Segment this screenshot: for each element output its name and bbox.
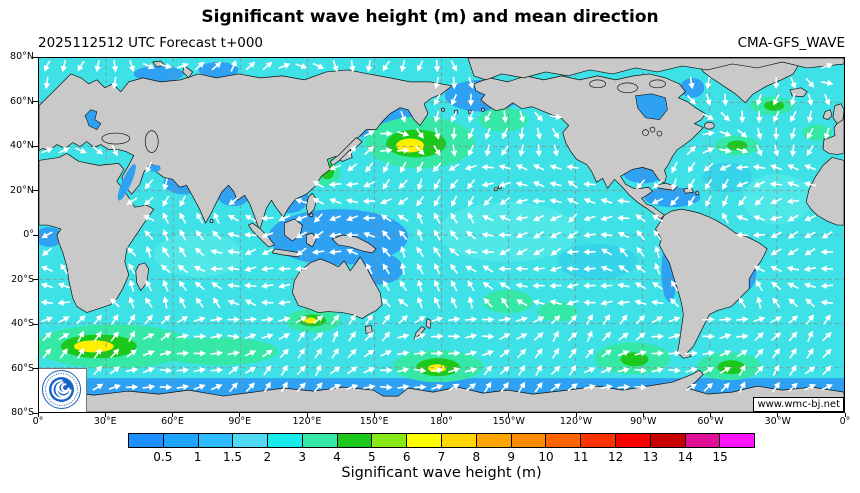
colorbar-segment <box>302 434 338 447</box>
colorbar-tick-label: 8 <box>472 450 481 464</box>
lon-tick-mark <box>104 413 106 417</box>
colorbar-tick-label: 12 <box>608 450 624 464</box>
lat-tick-label: 60°S <box>11 362 34 374</box>
colorbar-segment <box>337 434 373 447</box>
colorbar-segment <box>685 434 721 447</box>
colorbar-tick-label: 5 <box>368 450 376 464</box>
lon-tick-mark <box>239 413 241 417</box>
lon-tick-mark <box>373 413 375 417</box>
lon-tick-label: 180° <box>430 416 453 427</box>
page-title: Significant wave height (m) and mean dir… <box>201 7 659 27</box>
colorbar-tick-label: 7 <box>437 450 446 464</box>
cma-logo <box>39 368 87 412</box>
colorbar-segment <box>615 434 651 447</box>
lat-tick-mark <box>33 412 38 414</box>
colorbar-segment <box>407 434 443 447</box>
wave-direction-arrows <box>40 59 834 393</box>
colorbar-segment <box>476 434 512 447</box>
lon-tick-mark <box>642 413 644 417</box>
lat-tick-mark <box>33 323 38 325</box>
colorbar-segment <box>372 434 408 447</box>
colorbar-segment <box>268 434 303 447</box>
colorbar-tick-label: 9 <box>507 450 515 464</box>
colorbar-segment <box>442 434 477 447</box>
lon-tick-mark <box>710 413 711 417</box>
colorbar-tick-label: 11 <box>573 450 589 464</box>
world-wave-map: www.wmc-bj.net <box>38 57 845 413</box>
lon-tick-label: 90°W <box>630 416 657 427</box>
lon-tick-mark <box>306 413 308 417</box>
lon-tick-label: 30°E <box>93 416 117 427</box>
lat-tick-label: 40°S <box>11 318 34 329</box>
lat-tick-label: 20°N <box>10 184 34 196</box>
colorbar-tick-label: 15 <box>712 450 728 464</box>
colorbar-segment <box>163 434 199 447</box>
lon-tick-label: 90°E <box>228 416 252 427</box>
lon-tick-label: 120°W <box>559 416 593 427</box>
colorbar-tick-label: 13 <box>642 450 659 464</box>
colorbar-tick-label: 1.5 <box>222 450 243 464</box>
colorbar-segment <box>511 434 547 447</box>
lon-tick-label: 0° <box>839 416 851 427</box>
colorbar-segment <box>581 434 616 447</box>
cma-logo-icon <box>42 370 81 409</box>
lon-tick-label: 30°W <box>764 416 791 427</box>
watermark-url: www.wmc-bj.net <box>753 397 844 412</box>
wave-height-map-canvas <box>39 58 844 412</box>
colorbar-segment <box>233 434 269 447</box>
lat-tick-label: 80°S <box>11 407 34 418</box>
lon-tick-label: 60°E <box>161 416 184 427</box>
lat-tick-label: 40°N <box>10 140 34 151</box>
colorbar-tick-label: 4 <box>333 450 341 464</box>
model-name-label: CMA-GFS_WAVE <box>737 35 845 51</box>
lat-tick-label: 60°N <box>10 95 34 107</box>
lat-tick-mark <box>33 190 38 191</box>
colorbar-segment <box>129 434 164 447</box>
lon-tick-mark <box>844 413 846 417</box>
colorbar-tick-label: 1 <box>193 450 202 464</box>
lon-tick-label: 60°W <box>697 416 724 427</box>
lon-tick-mark <box>508 413 510 417</box>
lon-tick-label: 150°W <box>492 416 525 427</box>
lon-tick-mark <box>37 413 39 417</box>
lat-tick-label: 0° <box>23 229 34 240</box>
lat-tick-mark <box>33 145 38 147</box>
colorbar-tick-label: 3 <box>298 450 306 464</box>
colorbar-caption: Significant wave height (m) <box>341 465 542 481</box>
lon-tick-label: 150°E <box>359 416 389 427</box>
colorbar-tick-label: 2 <box>263 450 272 464</box>
colorbar-segment <box>720 434 755 447</box>
colorbar-tick-label: 6 <box>402 450 411 464</box>
lat-tick-mark <box>33 56 38 58</box>
colorbar-tick-label: 10 <box>538 450 554 464</box>
lat-tick-mark <box>33 279 38 280</box>
colorbar-segment <box>546 434 582 447</box>
lat-tick-mark <box>33 101 38 102</box>
lat-tick-label: 20°S <box>11 273 34 285</box>
lat-tick-mark <box>33 368 38 369</box>
colorbar-tick-label: 14 <box>677 450 693 464</box>
colorbar-segment <box>198 434 234 447</box>
lon-tick-mark <box>777 413 779 417</box>
lon-tick-mark <box>172 413 173 417</box>
colorbar-segment <box>650 434 686 447</box>
lon-tick-label: 0° <box>32 416 44 427</box>
lat-tick-mark <box>33 234 38 236</box>
lon-tick-label: 120°E <box>292 416 322 427</box>
lon-tick-mark <box>575 413 577 417</box>
colorbar-tick-label: 0.5 <box>153 450 173 464</box>
lon-tick-mark <box>441 413 442 417</box>
forecast-time-label: 2025112512 UTC Forecast t+000 <box>38 35 264 51</box>
lat-tick-label: 80°N <box>10 51 34 62</box>
colorbar <box>128 433 755 448</box>
